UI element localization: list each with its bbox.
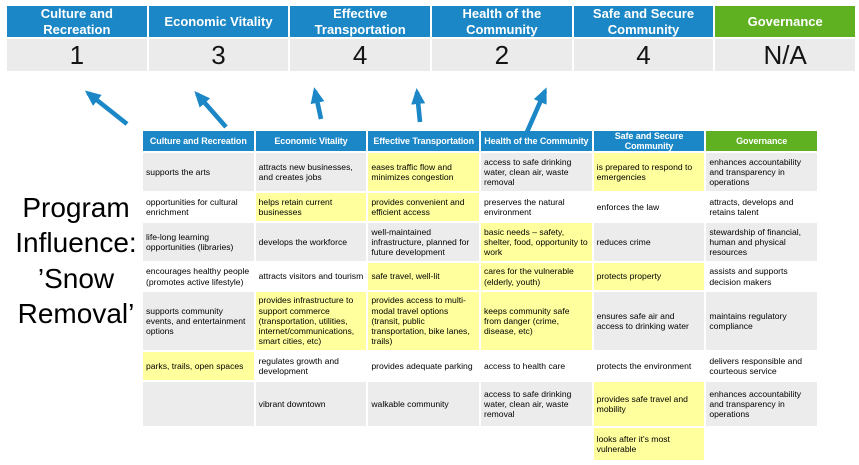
matrix-cell: access to health care [480,352,592,380]
matrix-cell [480,428,592,460]
matrix-cell [255,428,367,460]
matrix-cell: maintains regulatory compliance [706,292,817,350]
matrix-cell: preserves the natural environment [480,193,592,221]
matrix-cell: delivers responsible and courteous servi… [706,352,817,380]
summary-header: Effective Transportation [290,6,430,37]
matrix-header: Effective Transportation [368,131,479,151]
summary-score: 4 [573,39,714,71]
summary-column: Governance N/A [715,6,855,71]
matrix-cell: helps retain current businesses [255,193,367,221]
influence-arrow [84,90,129,126]
matrix-cell: provides access to multi-modal travel op… [368,292,479,350]
summary-column: Economic Vitality 3 [148,6,289,71]
influence-arrow [524,87,548,133]
matrix-cell: eases traffic flow and minimizes congest… [368,153,479,191]
summary-header: Safe and Secure Community [573,6,714,37]
matrix-cell: life-long learning opportunities (librar… [143,223,254,261]
matrix-cell: access to safe drinking water, clean air… [480,153,592,191]
matrix-header: Governance [706,131,817,151]
matrix-cell: provides adequate parking [368,352,479,380]
matrix-cell [706,428,817,460]
matrix-header: Culture and Recreation [143,131,254,151]
summary-score: N/A [715,39,855,71]
summary-header: Governance [715,6,855,37]
summary-column: Health of the Community 2 [432,6,572,71]
matrix-cell: provides safe travel and mobility [593,382,705,426]
matrix-cell: regulates growth and development [255,352,367,380]
matrix-cell: enforces the law [593,193,705,221]
matrix-cell: parks, trails, open spaces [143,352,254,380]
matrix-cell: keeps community safe from danger (crime,… [480,292,592,350]
matrix-cell: well-maintained infrastructure, planned … [368,223,479,261]
matrix-cell: develops the workforce [255,223,367,261]
summary-header: Economic Vitality [148,6,289,37]
matrix-cell [368,428,479,460]
matrix-cell: reduces crime [593,223,705,261]
summary-header: Culture and Recreation [7,6,147,37]
influence-arrow [411,88,426,123]
matrix-cell: supports community events, and entertain… [143,292,254,350]
summary-column: Effective Transportation 4 [290,6,430,71]
matrix-cell: attracts new businesses, and creates job… [255,153,367,191]
priority-scores-table: Culture and Recreation 1 Economic Vitality… [7,6,855,71]
matrix-cell: cares for the vulnerable (elderly, youth… [480,263,592,290]
matrix-cell: basic needs – safety, shelter, food, opp… [480,223,592,261]
matrix-cell: assists and supports decision makers [706,263,817,290]
matrix-header: Health of the Community [480,131,592,151]
matrix-header: Economic Vitality [255,131,367,151]
influence-matrix: Culture and Recreation Economic Vitality E… [143,131,817,460]
matrix-cell: ensures safe air and access to drinking … [593,292,705,350]
page-title-line: Removal’ [17,297,135,329]
matrix-cell: provides convenient and efficient access [368,193,479,221]
influence-arrow [310,87,325,120]
matrix-cell: enhances accountability and transparency… [706,382,817,426]
matrix-cell [143,428,254,460]
summary-score: 2 [432,39,572,71]
matrix-cell: encourages healthy people (promotes acti… [143,263,254,290]
page-title-line: ’Snow [37,262,115,294]
summary-score: 3 [148,39,289,71]
matrix-cell: protects the environment [593,352,705,380]
summary-column: Safe and Secure Community 4 [573,6,714,71]
matrix-cell: walkable community [368,382,479,426]
page-title: Program Influence: ’Snow Removal’ [0,190,152,331]
matrix-cell [143,382,254,426]
summary-score: 4 [290,39,430,71]
matrix-cell: attracts, develops and retains talent [706,193,817,221]
summary-score: 1 [7,39,147,71]
matrix-cell: access to safe drinking water, clean air… [480,382,592,426]
matrix-cell: stewardship of financial, human and phys… [706,223,817,261]
influence-arrow [194,90,228,129]
matrix-cell: opportunities for cultural enrichment [143,193,254,221]
matrix-cell: protects property [593,263,705,290]
matrix-cell: supports the arts [143,153,254,191]
matrix-cell: vibrant downtown [255,382,367,426]
matrix-cell: is prepared to respond to emergencies [593,153,705,191]
matrix-cell: safe travel, well-lit [368,263,479,290]
summary-column: Culture and Recreation 1 [7,6,147,71]
summary-header: Health of the Community [432,6,572,37]
matrix-cell: enhances accountability and transparency… [706,153,817,191]
matrix-cell: looks after it's most vulnerable [593,428,705,460]
matrix-header: Safe and Secure Community [593,131,705,151]
matrix-cell: attracts visitors and tourism [255,263,367,290]
page-title-line: Influence: [15,227,137,259]
page-title-line: Program [22,192,130,223]
matrix-cell: provides infrastructure to support comme… [255,292,367,350]
